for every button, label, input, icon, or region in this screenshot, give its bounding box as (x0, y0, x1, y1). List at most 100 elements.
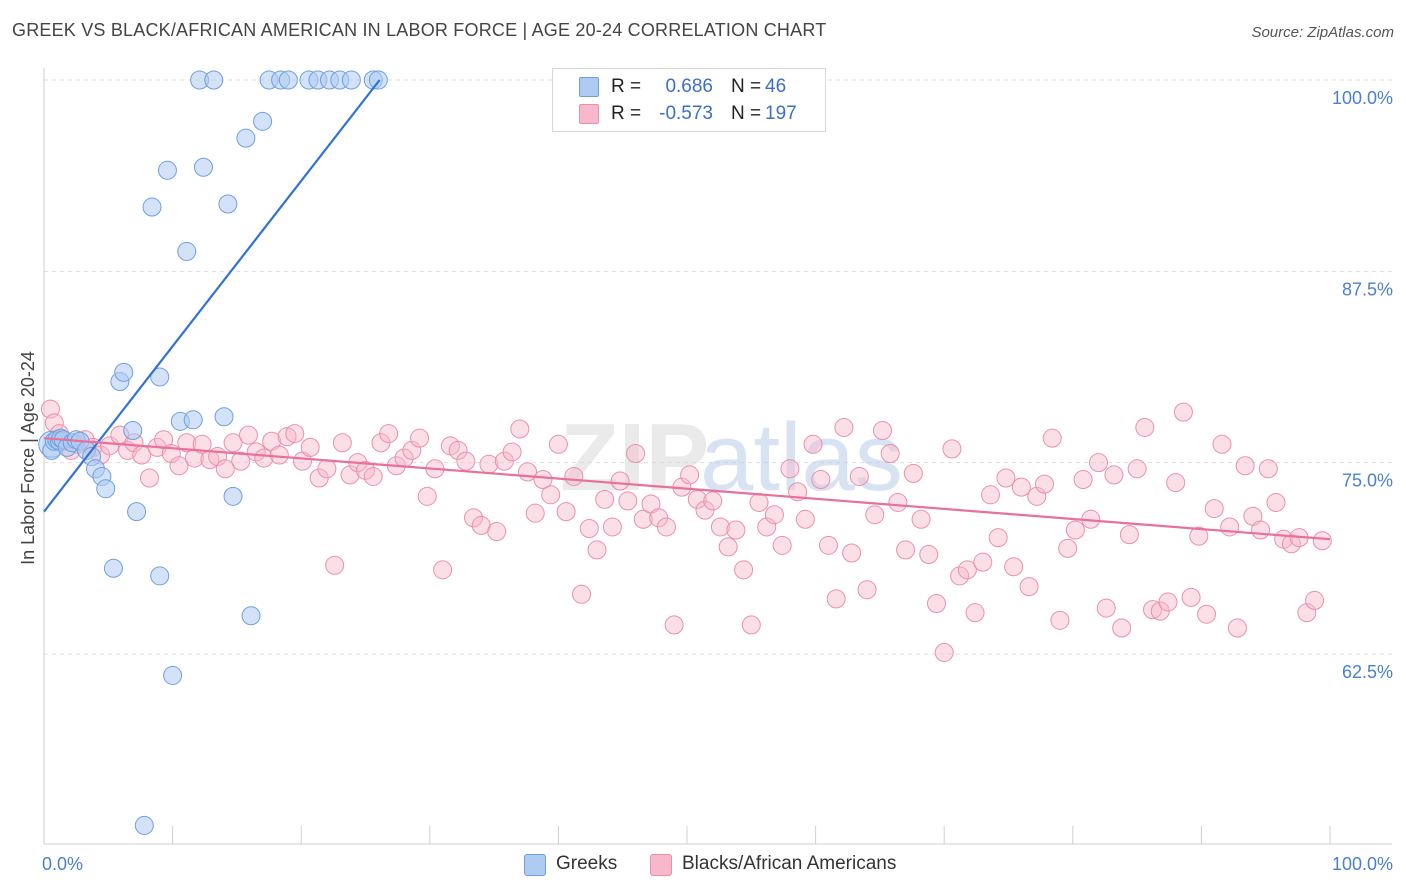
point-blacks (1050, 610, 1070, 630)
point-blacks (1135, 417, 1155, 437)
point-blacks (479, 454, 499, 474)
point-greeks (278, 70, 298, 90)
n-label: N = (731, 103, 762, 124)
point-blacks (772, 535, 792, 555)
point-greeks (127, 502, 147, 522)
r-label: R = (611, 76, 642, 97)
point-blacks (1143, 600, 1163, 620)
point-blacks (1104, 465, 1124, 485)
point-blacks (587, 540, 607, 560)
point-blacks (926, 593, 946, 613)
point-blacks (1004, 557, 1024, 577)
y-tick-label: 62.5% (1342, 662, 1393, 682)
point-greeks (123, 421, 143, 441)
point-blacks (618, 491, 638, 511)
point-blacks (139, 468, 159, 488)
chart-title: GREEK VS BLACK/AFRICAN AMERICAN IN LABOR… (12, 20, 827, 40)
point-blacks (533, 470, 553, 490)
point-greeks (157, 160, 177, 180)
point-blacks (317, 459, 337, 479)
point-blacks (502, 442, 522, 462)
y-tick-label: 87.5% (1342, 279, 1393, 299)
r-value: -0.573 (659, 103, 713, 124)
point-greeks (214, 407, 234, 427)
point-blacks (1220, 517, 1240, 537)
point-greeks (183, 410, 203, 430)
point-blacks (780, 459, 800, 479)
point-blacks (1312, 531, 1332, 551)
point-blacks (510, 419, 530, 439)
point-blacks (223, 433, 243, 453)
point-greeks (223, 486, 243, 506)
legend-swatch-greeks (579, 77, 599, 97)
point-blacks (564, 466, 584, 486)
point-blacks (1089, 453, 1109, 473)
point-blacks (703, 491, 723, 511)
point-blacks (834, 417, 854, 437)
point-blacks (664, 615, 684, 635)
point-blacks (996, 468, 1016, 488)
y-axis-label: In Labor Force | Age 20-24 (18, 351, 38, 565)
point-blacks (410, 428, 430, 448)
point-blacks (1258, 459, 1278, 479)
point-blacks (896, 540, 916, 560)
point-greeks (134, 815, 154, 835)
r-label: R = (611, 103, 642, 124)
point-blacks (811, 470, 831, 490)
point-blacks (734, 560, 754, 580)
point-blacks (857, 580, 877, 600)
point-blacks (177, 433, 197, 453)
point-blacks (842, 543, 862, 563)
point-blacks (849, 466, 869, 486)
point-blacks (1073, 470, 1093, 490)
point-blacks (865, 505, 885, 525)
point-blacks (238, 425, 258, 445)
point-greeks (204, 70, 224, 90)
point-blacks (1189, 526, 1209, 546)
point-greeks (96, 479, 116, 499)
point-blacks (718, 537, 738, 557)
point-blacks (656, 517, 676, 537)
point-blacks (934, 642, 954, 662)
point-blacks (402, 440, 422, 460)
point-blacks (1035, 474, 1055, 494)
point-greeks (193, 157, 213, 177)
point-blacks (356, 460, 375, 480)
point-blacks (1096, 598, 1116, 618)
x-tick-label: 100.0% (1332, 854, 1393, 874)
point-blacks (903, 463, 923, 483)
point-blacks (818, 535, 838, 555)
point-blacks (1065, 520, 1085, 540)
point-blacks (749, 492, 769, 512)
legend-swatch-blacks (650, 854, 672, 876)
point-blacks (340, 465, 360, 485)
y-tick-label: 75.0% (1342, 471, 1393, 491)
point-greeks (114, 362, 134, 382)
point-blacks (1235, 456, 1255, 476)
point-blacks (417, 486, 437, 506)
point-blacks (269, 445, 289, 465)
point-blacks (1119, 525, 1139, 545)
point-blacks (464, 508, 484, 528)
source-label: Source: ZipAtlas.com (1251, 24, 1394, 41)
point-blacks (595, 489, 615, 509)
point-blacks (957, 560, 977, 580)
point-blacks (626, 443, 646, 463)
point-blacks (602, 517, 622, 537)
point-blacks (1112, 618, 1132, 638)
legend-row-blacks: R = -0.573 N = 197 (553, 101, 825, 127)
point-blacks (1058, 538, 1078, 558)
point-greeks (253, 111, 273, 131)
point-greeks (163, 665, 183, 685)
point-blacks (487, 522, 507, 542)
point-blacks (363, 466, 383, 486)
point-blacks (579, 518, 599, 538)
trend-line-blacks (43, 437, 1331, 541)
point-blacks (325, 555, 345, 575)
point-blacks (1204, 499, 1224, 519)
point-blacks (246, 442, 266, 462)
point-blacks (332, 433, 352, 453)
point-greeks (142, 197, 162, 217)
point-greeks (103, 558, 123, 578)
